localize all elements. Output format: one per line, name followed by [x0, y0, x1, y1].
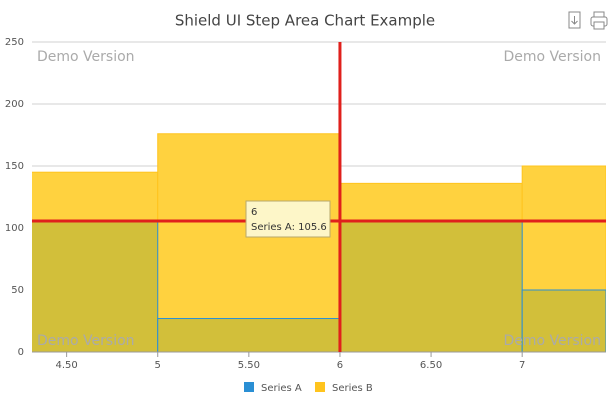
step-area	[32, 221, 159, 352]
tooltip-x: 6	[251, 207, 257, 218]
step-area	[521, 289, 606, 352]
plot-area	[32, 133, 606, 352]
watermark: Demo Version	[503, 49, 601, 65]
x-tick-label: 6	[337, 360, 343, 371]
tooltip-text: Series A: 105.6	[251, 222, 327, 233]
y-tick-label: 0	[18, 347, 24, 358]
legend-swatch[interactable]	[315, 382, 325, 392]
x-tick-label: 6.50	[420, 360, 442, 371]
y-tick-label: 150	[5, 161, 24, 172]
chart-title: Shield UI Step Area Chart Example	[175, 12, 435, 30]
legend-swatch[interactable]	[244, 382, 254, 392]
watermark: Demo Version	[503, 333, 601, 349]
x-tick-label: 5.50	[238, 360, 260, 371]
y-tick-label: 50	[11, 285, 24, 296]
watermark: Demo Version	[37, 49, 135, 65]
export-icons[interactable]	[568, 11, 608, 30]
legend-label[interactable]: Series B	[332, 383, 373, 394]
step-area	[157, 318, 341, 352]
y-tick-label: 200	[5, 99, 24, 110]
tooltip-box	[245, 200, 331, 238]
x-tick-label: 7	[519, 360, 525, 371]
step-area	[339, 220, 523, 352]
x-tick-label: 4.50	[55, 360, 77, 371]
step-area	[157, 133, 341, 352]
y-tick-label: 100	[5, 223, 24, 234]
y-tick-label: 250	[5, 37, 24, 48]
legend-label[interactable]: Series A	[261, 383, 302, 394]
icon-export[interactable]	[568, 11, 581, 29]
x-tick-label: 5	[155, 360, 161, 371]
watermark: Demo Version	[37, 333, 135, 349]
